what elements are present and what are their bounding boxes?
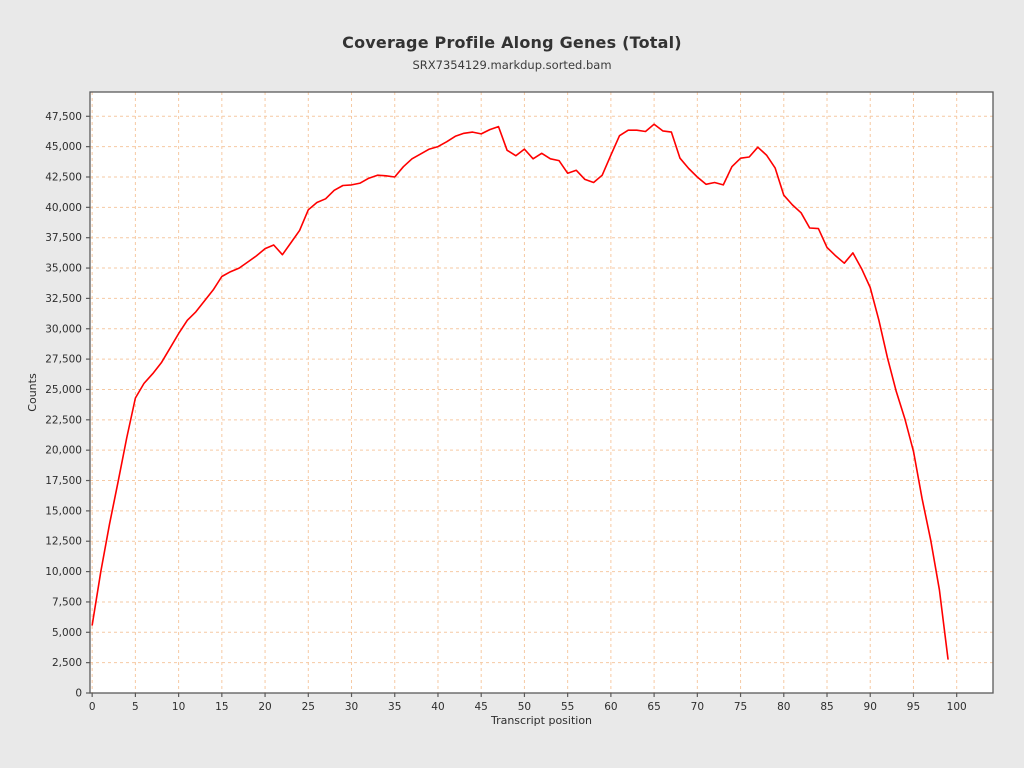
y-tick-label: 10,000 <box>45 566 82 578</box>
y-tick-label: 12,500 <box>45 536 82 548</box>
x-tick-label: 60 <box>604 701 617 713</box>
y-tick-label: 32,500 <box>45 293 82 305</box>
chart-title: Coverage Profile Along Genes (Total) <box>342 33 682 52</box>
x-tick-label: 10 <box>172 701 185 713</box>
x-tick-label: 80 <box>777 701 790 713</box>
x-tick-label: 70 <box>691 701 704 713</box>
coverage-line <box>91 123 949 660</box>
y-tick-label: 2,500 <box>52 657 82 669</box>
y-tick-label: 27,500 <box>45 354 82 366</box>
y-tick-label: 25,000 <box>45 384 82 396</box>
y-tick-label: 35,000 <box>45 263 82 275</box>
x-tick-label: 100 <box>947 701 967 713</box>
x-tick-label: 20 <box>258 701 271 713</box>
x-tick-label: 15 <box>215 701 228 713</box>
x-tick-label: 85 <box>820 701 833 713</box>
x-tick-label: 50 <box>518 701 531 713</box>
x-tick-label: 75 <box>734 701 747 713</box>
y-tick-label: 17,500 <box>45 475 82 487</box>
x-tick-label: 55 <box>561 701 574 713</box>
x-tick-label: 65 <box>647 701 660 713</box>
x-tick-label: 25 <box>302 701 315 713</box>
x-tick-label: 90 <box>864 701 877 713</box>
y-tick-label: 0 <box>75 688 82 700</box>
y-tick-label: 22,500 <box>45 414 82 426</box>
x-tick-label: 35 <box>388 701 401 713</box>
y-tick-label: 45,000 <box>45 141 82 153</box>
x-axis-title: Transcript position <box>490 714 592 727</box>
x-tick-label: 45 <box>475 701 488 713</box>
y-tick-label: 15,000 <box>45 505 82 517</box>
y-tick-label: 42,500 <box>45 171 82 183</box>
plot-border <box>89 91 994 694</box>
x-tick-label: 30 <box>345 701 358 713</box>
x-tick-label: 40 <box>431 701 444 713</box>
x-tick-label: 95 <box>907 701 920 713</box>
y-tick-label: 37,500 <box>45 232 82 244</box>
x-tick-label: 0 <box>89 701 96 713</box>
plot-area <box>90 92 993 693</box>
y-tick-label: 47,500 <box>45 111 82 123</box>
y-tick-label: 30,000 <box>45 323 82 335</box>
y-tick-label: 7,500 <box>52 596 82 608</box>
y-tick-label: 40,000 <box>45 202 82 214</box>
y-tick-label: 20,000 <box>45 445 82 457</box>
y-axis-title: Counts <box>26 373 39 412</box>
x-tick-label: 5 <box>132 701 139 713</box>
y-tick-label: 5,000 <box>52 627 82 639</box>
chart-subtitle: SRX7354129.markdup.sorted.bam <box>412 58 612 72</box>
